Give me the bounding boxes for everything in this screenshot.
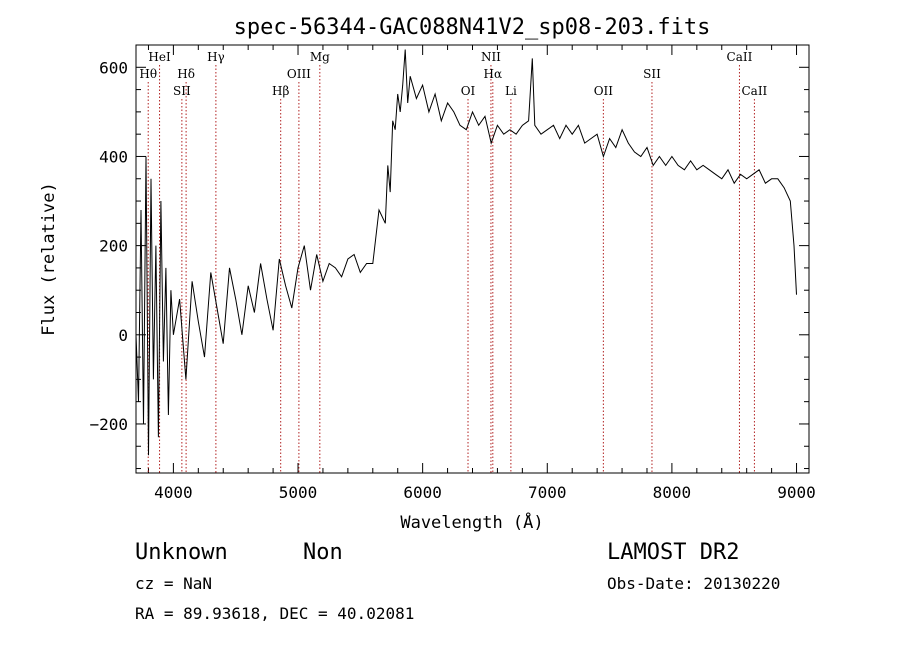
line-marker-label: OIII — [287, 67, 311, 81]
line-marker-label: Mg — [310, 50, 330, 64]
x-tick-label: 9000 — [777, 483, 816, 502]
chart-title: spec-56344-GAC088N41V2_sp08-203.fits — [234, 15, 711, 40]
line-marker-label: HeI — [148, 50, 171, 64]
survey-name: LAMOST DR2 — [607, 540, 740, 565]
object-subclass: Non — [303, 540, 343, 565]
y-tick-label: 0 — [118, 326, 128, 345]
x-tick-label: 5000 — [279, 483, 318, 502]
y-tick-label: 600 — [99, 58, 128, 77]
line-marker-label: Hα — [484, 67, 503, 81]
line-marker-label: OI — [461, 84, 476, 98]
x-axis-label: Wavelength (Å) — [400, 511, 543, 533]
x-tick-label: 8000 — [653, 483, 692, 502]
x-axis: 4000 5000 6000 7000 8000 9000 — [147, 45, 816, 502]
redshift-cz: cz = NaN — [135, 574, 213, 593]
line-marker-label: Hθ — [139, 67, 157, 81]
plot-border — [135, 44, 810, 474]
x-tick-label: 7000 — [528, 483, 567, 502]
coordinates: RA = 89.93618, DEC = 40.02081 — [135, 604, 415, 623]
line-marker-label: Hβ — [272, 84, 289, 98]
object-class: Unknown — [135, 540, 228, 565]
spectrum-line — [135, 49, 797, 456]
x-tick-label: 4000 — [154, 483, 193, 502]
y-tick-label: −200 — [89, 415, 128, 434]
y-axis-label: Flux (relative) — [39, 182, 59, 336]
y-tick-label: 400 — [99, 147, 128, 166]
y-tick-label: 200 — [99, 237, 128, 256]
line-marker-label: Hδ — [177, 67, 195, 81]
line-marker-label: OII — [594, 84, 614, 98]
y-axis: −200 0 200 400 600 — [89, 44, 809, 470]
plot-frame — [135, 44, 810, 474]
observation-date: Obs-Date: 20130220 — [607, 574, 781, 593]
spectrum-series — [135, 49, 797, 456]
x-tick-label: 6000 — [403, 483, 442, 502]
line-marker-label: NII — [481, 50, 501, 64]
line-marker-label: CaII — [741, 84, 767, 98]
line-marker-label: Li — [505, 84, 517, 98]
line-marker-label: CaII — [727, 50, 753, 64]
line-marker-label: Hγ — [207, 50, 225, 64]
line-marker-label: SII — [643, 67, 661, 81]
line-marker-label: SII — [173, 84, 191, 98]
